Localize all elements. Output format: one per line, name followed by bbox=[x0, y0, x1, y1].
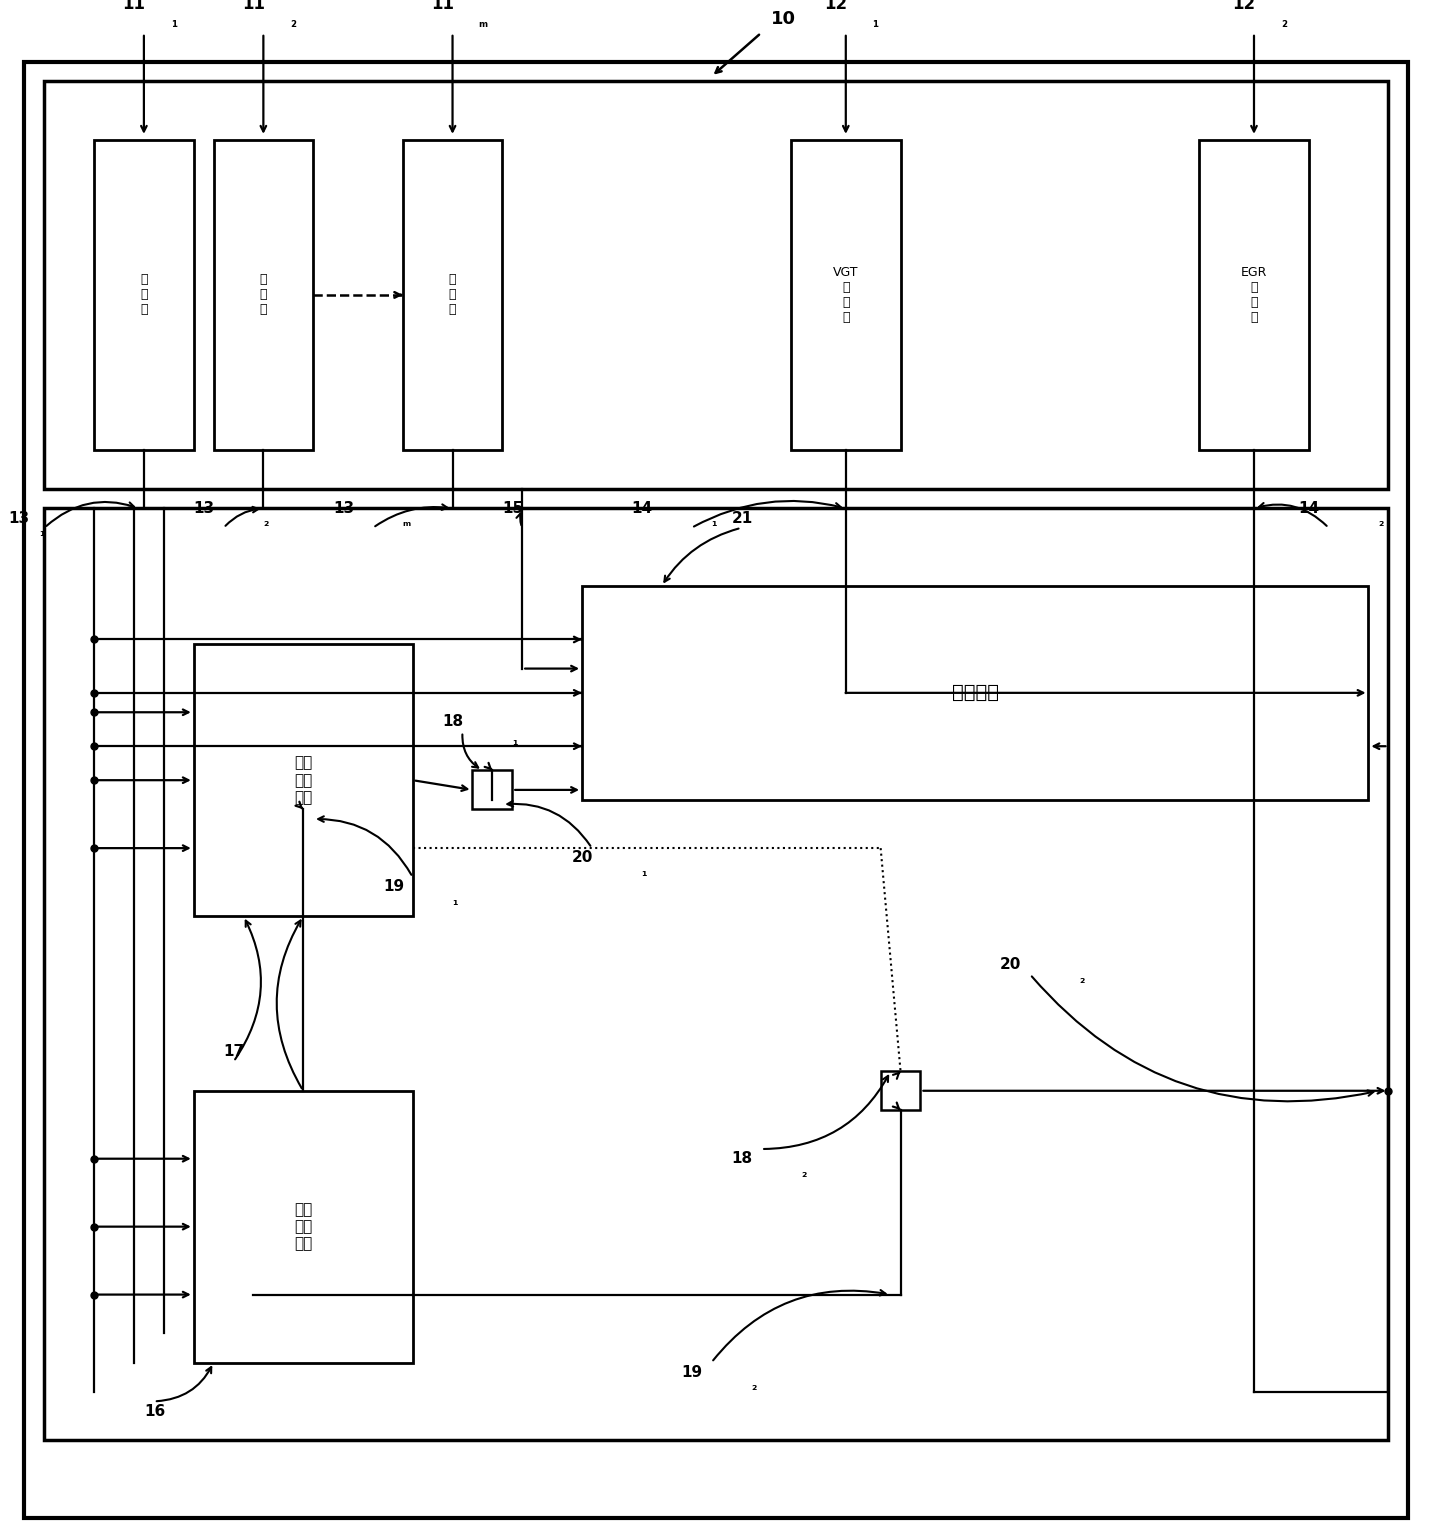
Text: ₁: ₁ bbox=[873, 15, 879, 31]
Text: 17: 17 bbox=[223, 1044, 245, 1060]
Text: ₂: ₂ bbox=[263, 516, 269, 530]
Text: ₘ: ₘ bbox=[478, 15, 487, 31]
Text: ₂: ₂ bbox=[290, 15, 296, 31]
Bar bbox=[582, 587, 1368, 799]
Text: ₂: ₂ bbox=[1080, 973, 1085, 986]
Text: EGR
执
行
器: EGR 执 行 器 bbox=[1241, 266, 1268, 323]
Text: 13: 13 bbox=[333, 500, 355, 516]
Text: 最优
控制
目标: 最优 控制 目标 bbox=[293, 755, 312, 805]
Text: 18: 18 bbox=[442, 715, 464, 730]
Text: ₁: ₁ bbox=[452, 895, 458, 909]
Text: ₂: ₂ bbox=[1378, 516, 1384, 530]
Text: 18: 18 bbox=[731, 1152, 753, 1166]
Bar bbox=[880, 1072, 920, 1110]
Text: ₘ: ₘ bbox=[402, 516, 411, 530]
Text: 12: 12 bbox=[1232, 0, 1255, 12]
Text: 20: 20 bbox=[572, 850, 594, 865]
Text: 实际
控制
目标: 实际 控制 目标 bbox=[293, 1201, 312, 1252]
Text: ₁: ₁ bbox=[40, 527, 44, 539]
Text: 15: 15 bbox=[502, 500, 524, 516]
Text: 19: 19 bbox=[681, 1364, 703, 1380]
Text: ₁: ₁ bbox=[711, 516, 717, 530]
Text: ₁: ₁ bbox=[641, 865, 647, 879]
Text: 16: 16 bbox=[145, 1403, 165, 1418]
Bar bbox=[791, 140, 900, 450]
Bar bbox=[44, 508, 1388, 1440]
Text: 13: 13 bbox=[193, 500, 215, 516]
Text: ₂: ₂ bbox=[751, 1380, 757, 1394]
Bar bbox=[213, 140, 313, 450]
Bar bbox=[193, 1090, 412, 1363]
Text: 20: 20 bbox=[1000, 956, 1022, 972]
Bar bbox=[44, 82, 1388, 490]
Text: ₂: ₂ bbox=[1281, 15, 1286, 31]
Text: 控制系统: 控制系统 bbox=[952, 684, 999, 702]
Text: 19: 19 bbox=[384, 879, 404, 895]
Text: 11: 11 bbox=[431, 0, 454, 12]
Bar bbox=[472, 770, 512, 810]
Text: 14: 14 bbox=[1299, 500, 1319, 516]
Text: VGT
执
行
器: VGT 执 行 器 bbox=[833, 266, 859, 323]
Text: 传
感
器: 传 感 器 bbox=[259, 274, 268, 316]
Text: ₂: ₂ bbox=[801, 1167, 807, 1180]
Text: 10: 10 bbox=[771, 11, 796, 28]
Text: 传
感
器: 传 感 器 bbox=[140, 274, 147, 316]
Text: 11: 11 bbox=[123, 0, 146, 12]
Text: 12: 12 bbox=[824, 0, 847, 12]
Text: 13: 13 bbox=[9, 511, 30, 525]
Text: 11: 11 bbox=[242, 0, 265, 12]
Text: 传
感
器: 传 感 器 bbox=[449, 274, 456, 316]
Bar bbox=[1199, 140, 1309, 450]
Text: 14: 14 bbox=[631, 500, 653, 516]
Bar bbox=[402, 140, 502, 450]
Bar bbox=[94, 140, 193, 450]
Text: 21: 21 bbox=[731, 511, 753, 525]
Text: ₁: ₁ bbox=[170, 15, 177, 31]
Bar bbox=[193, 644, 412, 916]
Text: ₁: ₁ bbox=[512, 735, 518, 748]
